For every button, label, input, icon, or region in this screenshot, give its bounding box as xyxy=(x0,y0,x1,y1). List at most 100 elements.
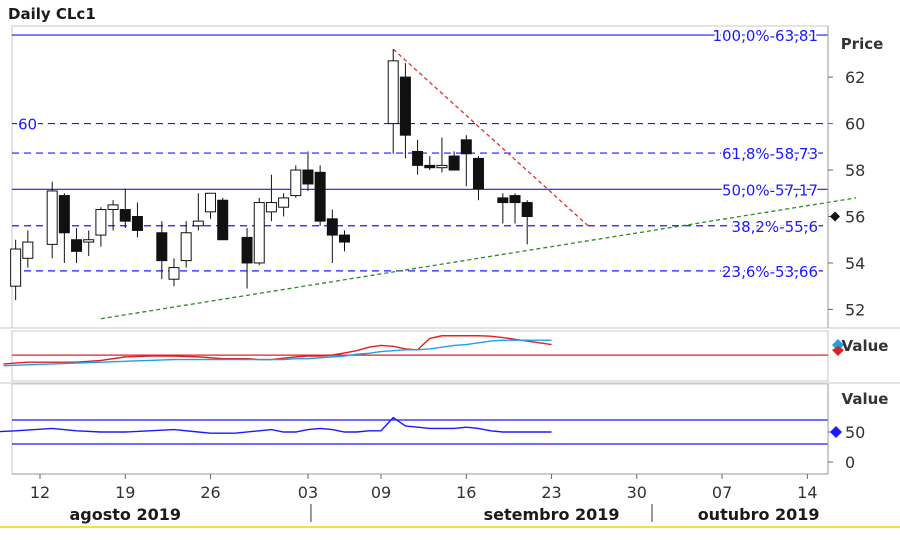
indicator-1-series xyxy=(3,339,552,367)
resistance-trendline xyxy=(392,48,589,227)
candle xyxy=(412,139,424,175)
trendlines xyxy=(100,48,857,320)
candle xyxy=(217,197,229,241)
candle xyxy=(156,221,168,280)
candle-body-up xyxy=(107,204,119,211)
candle-body-up xyxy=(83,239,95,243)
candle-body-up xyxy=(168,267,180,280)
price-panel-frame xyxy=(11,25,829,329)
level-label: 61,8%-58,73 xyxy=(722,145,818,163)
chart-title: Daily CLc1 xyxy=(8,5,96,23)
candle xyxy=(205,192,217,219)
month-label: agosto 2019 xyxy=(70,505,182,524)
candle xyxy=(497,193,509,224)
candle-body-up xyxy=(205,192,217,213)
indicator-2-tick-label: 0 xyxy=(845,453,855,472)
date-tick-label: 26 xyxy=(200,483,220,502)
candle xyxy=(339,230,350,252)
candle xyxy=(509,193,521,224)
candle xyxy=(241,228,253,289)
month-label: outubro 2019 xyxy=(698,505,820,524)
price-tick-label: 60 xyxy=(845,115,865,134)
indicator-panel-2-frame xyxy=(11,383,829,475)
price-tick-label: 54 xyxy=(845,254,865,273)
candle-body-down xyxy=(326,218,338,236)
level-label: 100,0%-63,81 xyxy=(712,27,818,45)
candle xyxy=(168,258,180,287)
candle xyxy=(131,202,143,238)
candle-body-down xyxy=(58,195,70,234)
month-label: setembro 2019 xyxy=(484,505,620,524)
price-tick-label: 56 xyxy=(845,207,865,226)
date-axis: 12 19 26 03 09 16 23 30 07 14 agosto 2019 setembro … xyxy=(12,473,828,524)
candle xyxy=(107,200,119,231)
candle-body-down xyxy=(472,157,484,190)
indicator-2-marker xyxy=(830,426,842,438)
candle-body-up xyxy=(180,232,192,262)
indicator-1-marker-red xyxy=(832,346,844,356)
candle-body-up xyxy=(290,169,302,197)
candle xyxy=(521,200,533,245)
candle xyxy=(83,230,95,256)
candle-body-up xyxy=(278,197,290,208)
candle-body-down xyxy=(497,197,509,204)
date-tick-label: 19 xyxy=(115,483,135,502)
price-tick-label: 58 xyxy=(845,161,865,180)
candle xyxy=(314,165,326,226)
candle xyxy=(253,197,265,266)
indicator-2-tick-label: 50 xyxy=(845,423,865,442)
candle-body-up xyxy=(46,190,58,245)
candle-body-down xyxy=(131,215,143,231)
candle-body-down xyxy=(460,139,472,155)
candle-body-down xyxy=(424,164,436,169)
candle-body-down xyxy=(241,236,253,264)
indicator-panel-1 xyxy=(3,335,844,367)
date-tick-label: 14 xyxy=(797,483,817,502)
date-tick-label: 23 xyxy=(541,483,561,502)
candle xyxy=(278,193,290,217)
candle-body-down xyxy=(119,209,131,222)
candle xyxy=(387,49,399,154)
candle xyxy=(290,165,302,198)
price-axis: 52 54 56 58 60 62 xyxy=(827,26,865,328)
candle-body-down xyxy=(399,76,411,136)
candle xyxy=(192,193,204,231)
candle-body-up xyxy=(192,220,204,227)
candle xyxy=(58,193,70,263)
candle-body-up xyxy=(253,202,265,264)
level-label: 50,0%-57,17 xyxy=(722,181,818,199)
support-trendline xyxy=(100,197,857,320)
fibonacci-lines: 100,0%-63,81 60 61,8%-58,73 50,0%-57,17 38,2… xyxy=(12,25,828,283)
candle xyxy=(180,221,192,268)
indicator-1-series xyxy=(3,335,552,365)
candle-body-down xyxy=(509,195,521,204)
indicator-1-label: Value xyxy=(842,337,889,355)
date-tick-label: 07 xyxy=(712,483,732,502)
candle xyxy=(95,207,107,247)
candle-body-up xyxy=(436,164,448,169)
candle-body-down xyxy=(217,199,229,241)
date-tick-label: 16 xyxy=(456,483,476,502)
current-price-marker xyxy=(830,211,840,222)
candle-body-up xyxy=(10,248,22,287)
candle-body-down xyxy=(156,232,168,262)
candle-body-down xyxy=(339,234,350,243)
candle-body-down xyxy=(521,202,533,217)
date-tick-label: 03 xyxy=(298,483,318,502)
candle xyxy=(119,188,131,229)
candle xyxy=(22,230,34,268)
candle-body-down xyxy=(302,169,314,185)
price-tick-label: 52 xyxy=(845,300,865,319)
candle-body-up xyxy=(22,241,34,259)
candle-body-up xyxy=(265,202,277,213)
candle xyxy=(436,137,448,173)
indicator-panel-1-frame xyxy=(11,330,829,382)
price-axis-label: Price xyxy=(841,35,884,53)
candle xyxy=(460,135,472,187)
indicator-2-series xyxy=(0,416,552,434)
candle-body-down xyxy=(412,150,424,166)
level-label: 60 xyxy=(18,116,37,134)
date-tick-label: 30 xyxy=(627,483,647,502)
candle xyxy=(472,156,484,201)
